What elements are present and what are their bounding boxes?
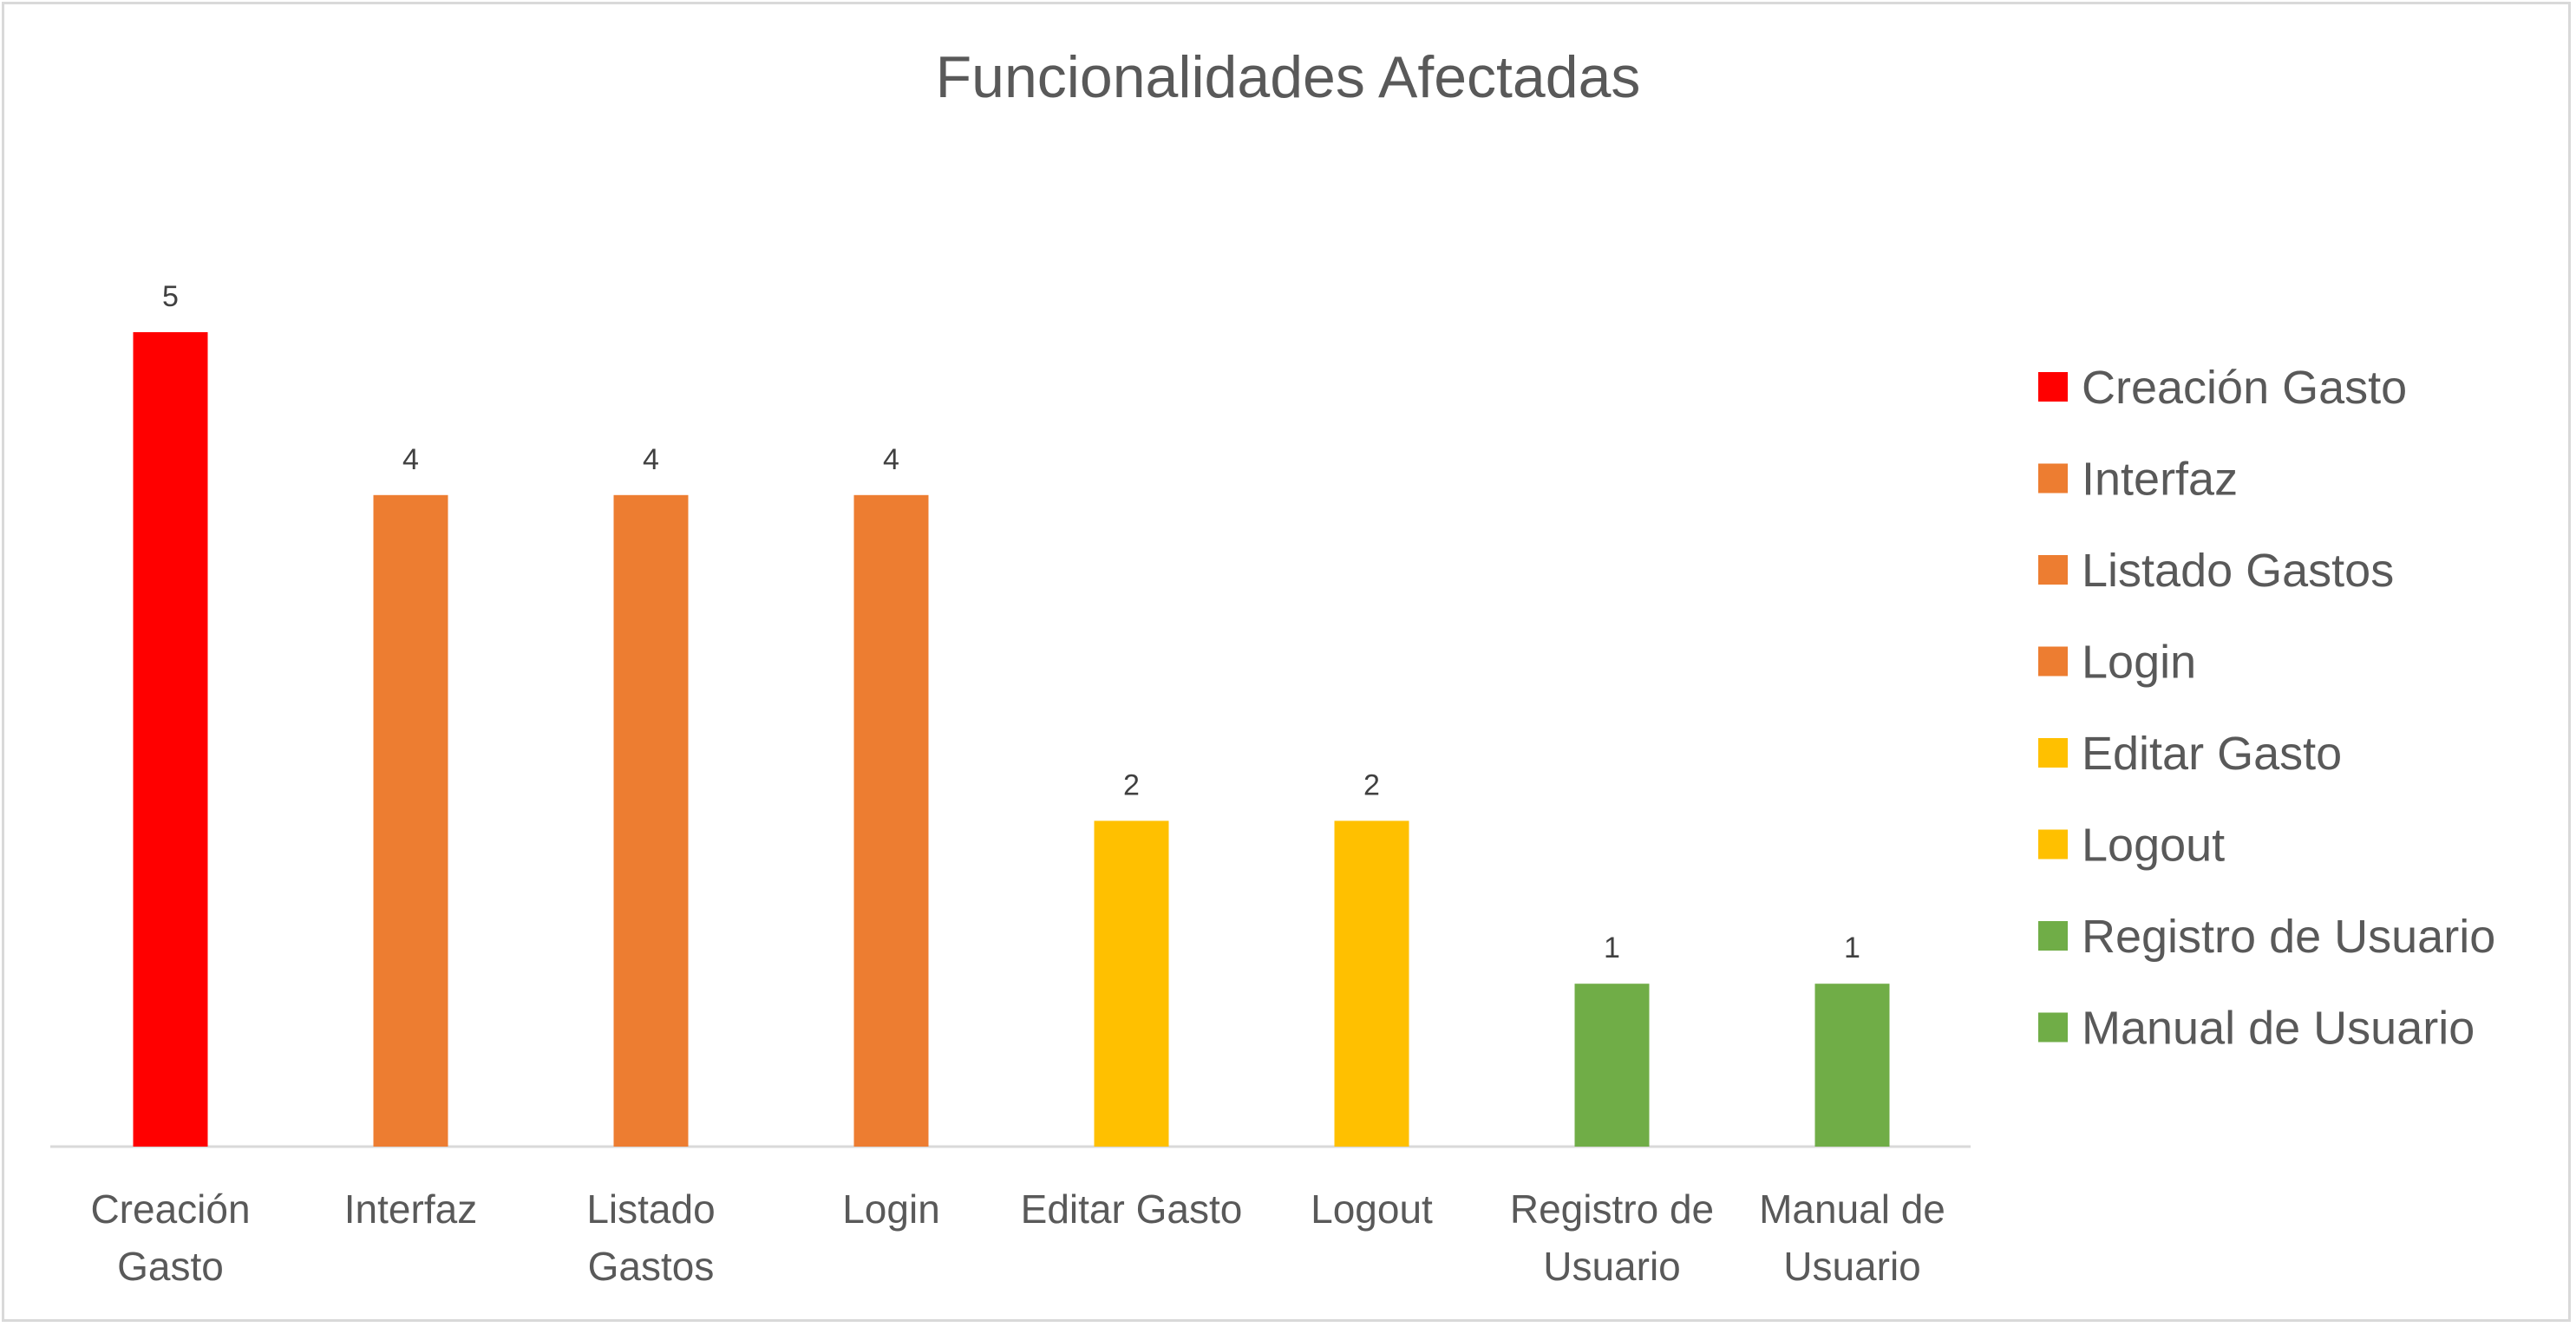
x-tick-label-line: Logout	[1311, 1186, 1433, 1232]
x-tick-label-creacion-gasto: Creación Gasto	[90, 1186, 250, 1289]
data-label-listado-gastos: 4	[643, 443, 659, 476]
x-tick-label-login: Login	[842, 1186, 940, 1232]
bar-login	[853, 494, 929, 1147]
legend: Creación Gasto Interfaz Listado Gastos Logi…	[2038, 362, 2495, 1055]
data-labels-group: 5 4 4 4 2 2 1 1	[162, 280, 1860, 964]
legend-item-login: Login	[2038, 637, 2196, 689]
x-tick-label-manual-de-usuario: Manual de Usuario	[1759, 1186, 1945, 1289]
legend-swatch	[2038, 738, 2068, 768]
bar-editar-gasto	[1094, 820, 1169, 1147]
legend-item-creacion-gasto: Creación Gasto	[2038, 362, 2407, 414]
bars-group	[133, 332, 1890, 1147]
legend-item-manual-de-usuario: Manual de Usuario	[2038, 1003, 2475, 1055]
x-tick-label-interfaz: Interfaz	[344, 1186, 477, 1232]
x-tick-label-line: Editar Gasto	[1021, 1186, 1243, 1232]
bar-registro-de-usuario	[1574, 984, 1650, 1147]
bar-creacion-gasto	[133, 332, 208, 1147]
data-label-logout: 2	[1363, 768, 1380, 801]
x-tick-label-registro-de-usuario: Registro de Usuario	[1510, 1186, 1714, 1289]
x-tick-label-line: Manual de	[1759, 1186, 1945, 1232]
legend-label: Registro de Usuario	[2082, 911, 2495, 963]
data-label-manual-de-usuario: 1	[1844, 932, 1860, 964]
data-label-login: 4	[883, 443, 899, 476]
legend-label: Interfaz	[2082, 454, 2238, 506]
legend-label: Editar Gasto	[2082, 728, 2342, 780]
x-tick-label-line: Gastos	[588, 1244, 715, 1289]
legend-swatch	[2038, 463, 2068, 494]
x-tick-label-line: Login	[842, 1186, 940, 1232]
legend-item-editar-gasto: Editar Gasto	[2038, 728, 2342, 780]
bar-manual-de-usuario	[1814, 984, 1890, 1147]
x-tick-label-line: Registro de	[1510, 1186, 1714, 1232]
legend-item-interfaz: Interfaz	[2038, 454, 2238, 506]
legend-swatch	[2038, 1012, 2068, 1043]
x-tick-label-line: Usuario	[1543, 1244, 1681, 1289]
legend-swatch	[2038, 829, 2068, 860]
legend-label: Logout	[2082, 820, 2225, 872]
legend-swatch	[2038, 921, 2068, 951]
legend-label: Creación Gasto	[2082, 362, 2407, 414]
x-tick-label-line: Listado	[586, 1186, 715, 1232]
legend-swatch	[2038, 555, 2068, 585]
x-tick-label-line: Gasto	[117, 1244, 224, 1289]
data-label-registro-de-usuario: 1	[1604, 932, 1620, 964]
legend-swatch	[2038, 372, 2068, 402]
chart-title: Funcionalidades Afectadas	[936, 44, 1641, 110]
data-label-editar-gasto: 2	[1123, 768, 1140, 801]
legend-swatch	[2038, 646, 2068, 677]
legend-item-registro-de-usuario: Registro de Usuario	[2038, 911, 2495, 963]
x-tick-label-editar-gasto: Editar Gasto	[1021, 1186, 1243, 1232]
x-tick-labels-group: Creación Gasto Interfaz Listado Gastos Login E…	[90, 1186, 1945, 1289]
legend-label: Manual de Usuario	[2082, 1003, 2475, 1055]
legend-item-listado-gastos: Listado Gastos	[2038, 545, 2394, 597]
x-tick-label-listado-gastos: Listado Gastos	[586, 1186, 715, 1289]
x-tick-label-logout: Logout	[1311, 1186, 1433, 1232]
x-tick-label-line: Creación	[90, 1186, 250, 1232]
legend-label: Login	[2082, 637, 2196, 689]
legend-item-logout: Logout	[2038, 820, 2225, 872]
data-label-interfaz: 4	[402, 443, 419, 476]
bar-interfaz	[373, 494, 448, 1147]
x-tick-label-line: Interfaz	[344, 1186, 477, 1232]
bar-listado-gastos	[613, 494, 689, 1147]
bar-logout	[1334, 820, 1409, 1147]
data-label-creacion-gasto: 5	[162, 280, 179, 313]
legend-label: Listado Gastos	[2082, 545, 2394, 597]
x-tick-label-line: Usuario	[1783, 1244, 1921, 1289]
